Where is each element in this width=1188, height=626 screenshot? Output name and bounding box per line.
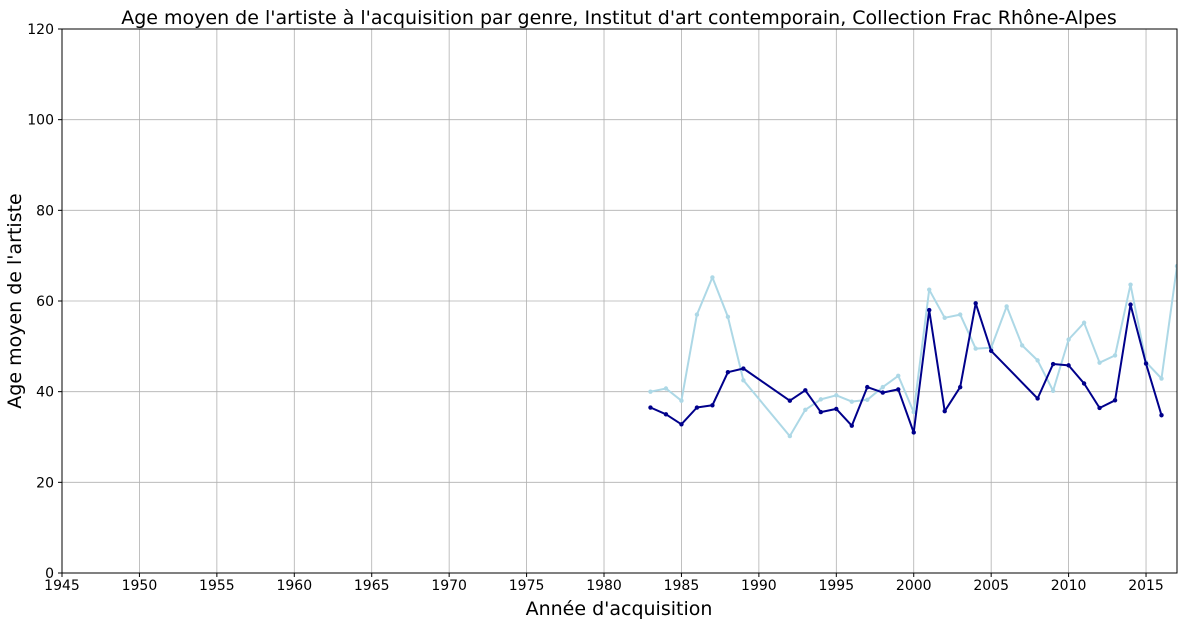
x-tick-label: 1965 [354,578,390,594]
x-tick-label: 1945 [44,578,80,594]
series-2-point [710,403,715,408]
series-2-point [849,423,854,428]
series-1-point [1050,388,1056,393]
series-1-point [648,389,653,394]
series-2 [648,301,1164,435]
series-2-point [1081,381,1087,386]
series-2-point [803,388,808,393]
series-2-point [741,366,746,371]
series-1-point [1081,320,1087,325]
y-tick-label: 80 [36,203,54,219]
series-1-point [1159,376,1164,381]
series-2-point [1066,363,1071,368]
x-tick-label: 1970 [431,578,467,594]
series-1-point [865,397,870,403]
x-tick-label: 1985 [664,578,700,594]
series-1-point [880,384,885,390]
series-2-point [1128,302,1133,307]
series-2-point [1159,413,1164,418]
series-1-point [710,275,715,280]
series-2-point [725,369,731,375]
series-1-point [694,312,700,317]
y-axis-label: Age moyen de l'artiste [4,193,26,408]
grid-lines [61,28,1177,574]
series-1-point [1128,282,1133,287]
series-2-point [880,390,885,395]
series-2-point [1050,361,1056,367]
series-2-point [865,384,870,390]
x-tick-label: 1975 [509,578,545,594]
chart-title: Age moyen de l'artiste à l'acquisition p… [121,7,1117,29]
series-1-point [725,314,731,320]
axis-ticks: 1945 1950 1955 1960 1965 1970 1975 1980 1985 1990… [27,22,1164,594]
series-2-point [988,348,994,354]
series-2-point [1112,398,1118,403]
x-tick-label: 1960 [276,578,312,594]
y-tick-label: 60 [36,294,54,310]
series-1-point [957,312,963,317]
series-1-point [787,433,793,439]
series-2-point [694,405,700,410]
series-2-point [679,422,684,427]
series-2-point [942,408,947,414]
series-1-point [1097,360,1102,365]
series-2-point [927,307,932,313]
series-1-point [834,393,839,398]
series-2-point [1035,396,1040,401]
series-2-point [787,398,793,403]
series-2-point [818,409,824,415]
series-1-point [741,378,746,383]
series-1-point [973,346,978,351]
series-2-point [648,405,653,410]
x-tick-label: 2005 [973,578,1009,594]
series-1-point [927,287,932,292]
series-1-point [896,373,901,378]
series-2-point [1097,405,1102,411]
series-2-point [911,430,916,435]
x-tick-label: 2000 [896,578,932,594]
series-1-point [818,397,824,402]
series-1-point [1174,263,1177,269]
x-tick-label: 2010 [1051,578,1087,594]
series-2-point [663,412,669,417]
x-tick-label: 2015 [1128,578,1164,594]
y-tick-label: 120 [27,22,54,38]
y-tick-label: 40 [36,385,54,401]
series-1-point [663,386,669,391]
series-1-point [679,398,684,403]
series-1-point [849,399,854,404]
series-2-point [1143,361,1149,366]
series-1-point [1066,337,1071,342]
series-1-point [942,315,947,320]
x-tick-label: 1990 [741,578,777,594]
series-2-point [834,406,839,412]
series-2-line [650,302,1163,434]
x-tick-label: 1955 [199,578,235,594]
x-axis-label: Année d'acquisition [526,598,713,620]
series-layer [648,263,1177,439]
series-1-point [1004,304,1009,309]
series-1-point [911,409,916,415]
x-tick-label: 1980 [586,578,622,594]
series-1-point [1019,343,1025,348]
series-1-point [1112,353,1118,358]
series-1-point [803,407,808,412]
series-1-point [1035,358,1040,363]
series-2-point [957,384,963,390]
series-2-point [973,301,978,306]
series-2-point [896,387,901,392]
x-tick-label: 1950 [122,578,158,594]
x-tick-label: 1995 [818,578,854,594]
y-tick-label: 0 [45,566,54,582]
y-tick-label: 20 [36,475,54,491]
y-tick-label: 100 [27,113,54,129]
